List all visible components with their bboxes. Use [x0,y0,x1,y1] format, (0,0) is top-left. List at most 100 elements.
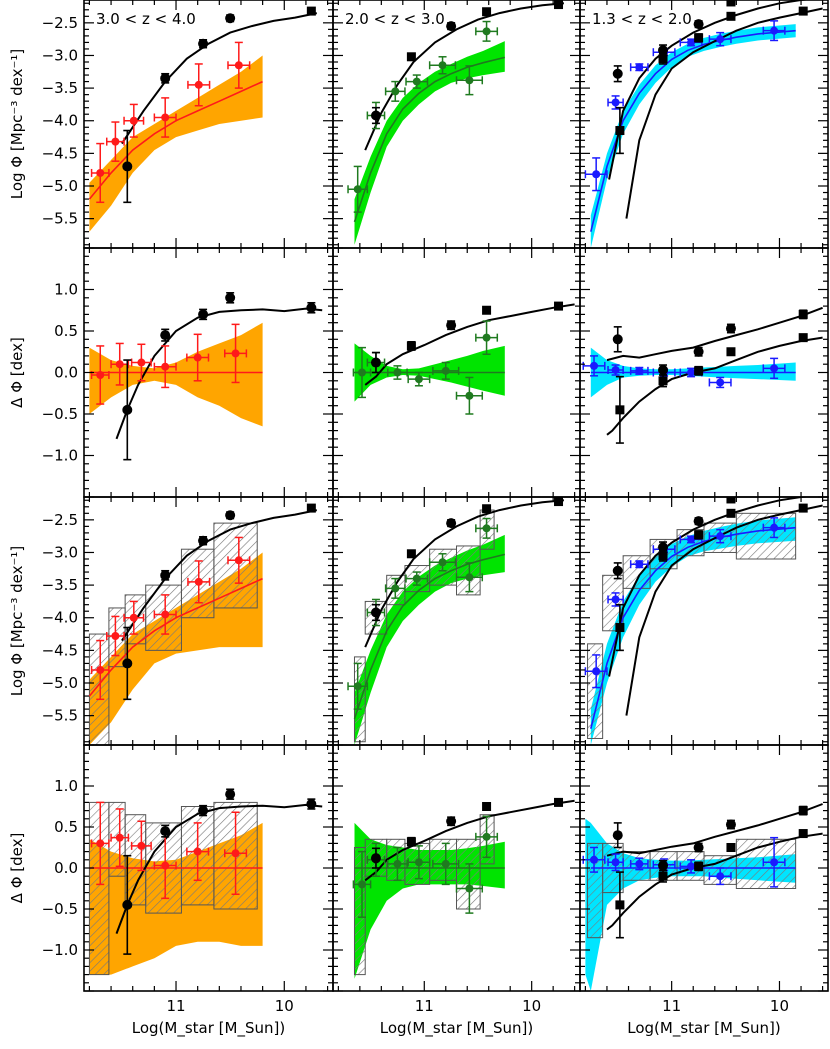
data-point [475,517,499,539]
reference-point [726,11,736,21]
data-point [90,345,110,405]
data-point [584,654,608,689]
data-point [407,845,431,880]
reference-point [726,497,736,504]
y-axis-title: Log Φ [Mpc⁻³ dex⁻¹] [8,49,26,200]
y-tick-label: 1.0 [54,777,78,795]
reference-point [482,504,492,514]
reference-point [198,535,209,546]
reference-point [612,822,623,849]
reference-point [370,351,381,374]
data-point [629,560,649,569]
reference-point [798,6,808,16]
data-point [762,517,786,539]
reference-point [615,106,625,155]
panel-row1-col3 [579,0,829,249]
data-point [405,571,429,586]
data-point [584,157,608,192]
reference-point [306,301,317,314]
systematic-error-box [124,814,147,906]
reference-point [615,603,625,652]
x-tick-label: 11 [415,997,434,1015]
reference-point [615,871,625,939]
data-point [455,65,484,96]
data-point [347,662,369,710]
data-point [762,836,786,888]
reference-point [693,842,704,853]
reference-point [658,549,668,562]
reference-curve [121,509,318,642]
reference-point [693,346,704,357]
x-axis-title: Log(M_star [M_Sun]) [627,1019,780,1038]
reference-curve [121,12,318,145]
reference-point [160,569,171,581]
reference-point [612,65,623,83]
data-point [387,846,408,882]
reference-point [446,21,457,32]
reference-curve [606,306,823,362]
reference-point [612,326,623,353]
confidence-band [89,322,263,427]
reference-point [122,626,133,701]
reference-point [658,364,669,376]
reference-point [198,308,209,321]
panel-frame [332,0,581,249]
reference-point [725,819,736,830]
data-point [223,323,248,384]
data-point [153,97,177,138]
y-tick-label: 1.0 [54,281,78,299]
reference-point [225,788,236,800]
panel-row4-col1 [83,744,334,992]
reference-point [658,374,668,388]
reference-point [693,19,704,30]
y-tick-label: −5.5 [42,210,78,228]
x-tick-label: 10 [522,997,541,1015]
reference-point [554,497,564,507]
y-tick-label: −3.5 [42,576,78,594]
y-tick-label: −5.5 [42,707,78,725]
systematic-error-box [735,838,797,889]
reference-curve [364,2,564,151]
data-point [708,376,732,389]
reference-point [693,516,704,527]
systematic-error-box [456,545,481,596]
reference-point [798,503,808,513]
reference-point [370,847,381,869]
reference-point [694,530,704,540]
reference-point [694,861,704,872]
reference-point [798,805,808,816]
data-point [105,121,125,162]
data-point [227,41,251,89]
data-point [455,863,484,914]
data-point [607,364,624,376]
data-point [187,560,211,604]
x-axis-title: Log(M_star [M_Sun]) [380,1019,533,1038]
data-point [187,63,211,107]
data-point [629,63,649,72]
data-point [384,80,406,102]
reference-point [370,603,381,622]
reference-point [122,129,133,204]
reference-point [554,797,564,807]
reference-point [446,518,457,529]
reference-point [798,829,808,839]
y-tick-label: 0.5 [54,322,78,340]
data-point [762,357,786,380]
y-tick-label: −0.5 [42,405,78,423]
x-tick-label: 11 [662,997,681,1015]
y-axis-title: Δ Φ [dex] [8,833,26,904]
panel-row4-col2 [332,744,581,992]
reference-point [725,323,736,334]
reference-point [726,347,736,357]
reference-point [406,52,416,62]
data-point [407,371,431,387]
data-point [475,20,499,42]
redshift-label: 2.0 < z < 3.0 [345,10,445,28]
reference-point [225,13,236,24]
data-point [223,811,248,895]
y-tick-label: −5.0 [42,674,78,692]
y-axis-title: Log Φ [Mpc⁻³ dex⁻¹] [8,546,26,697]
panel-row1-col1 [83,0,334,249]
systematic-error-box [456,838,481,910]
reference-curve [608,0,812,180]
